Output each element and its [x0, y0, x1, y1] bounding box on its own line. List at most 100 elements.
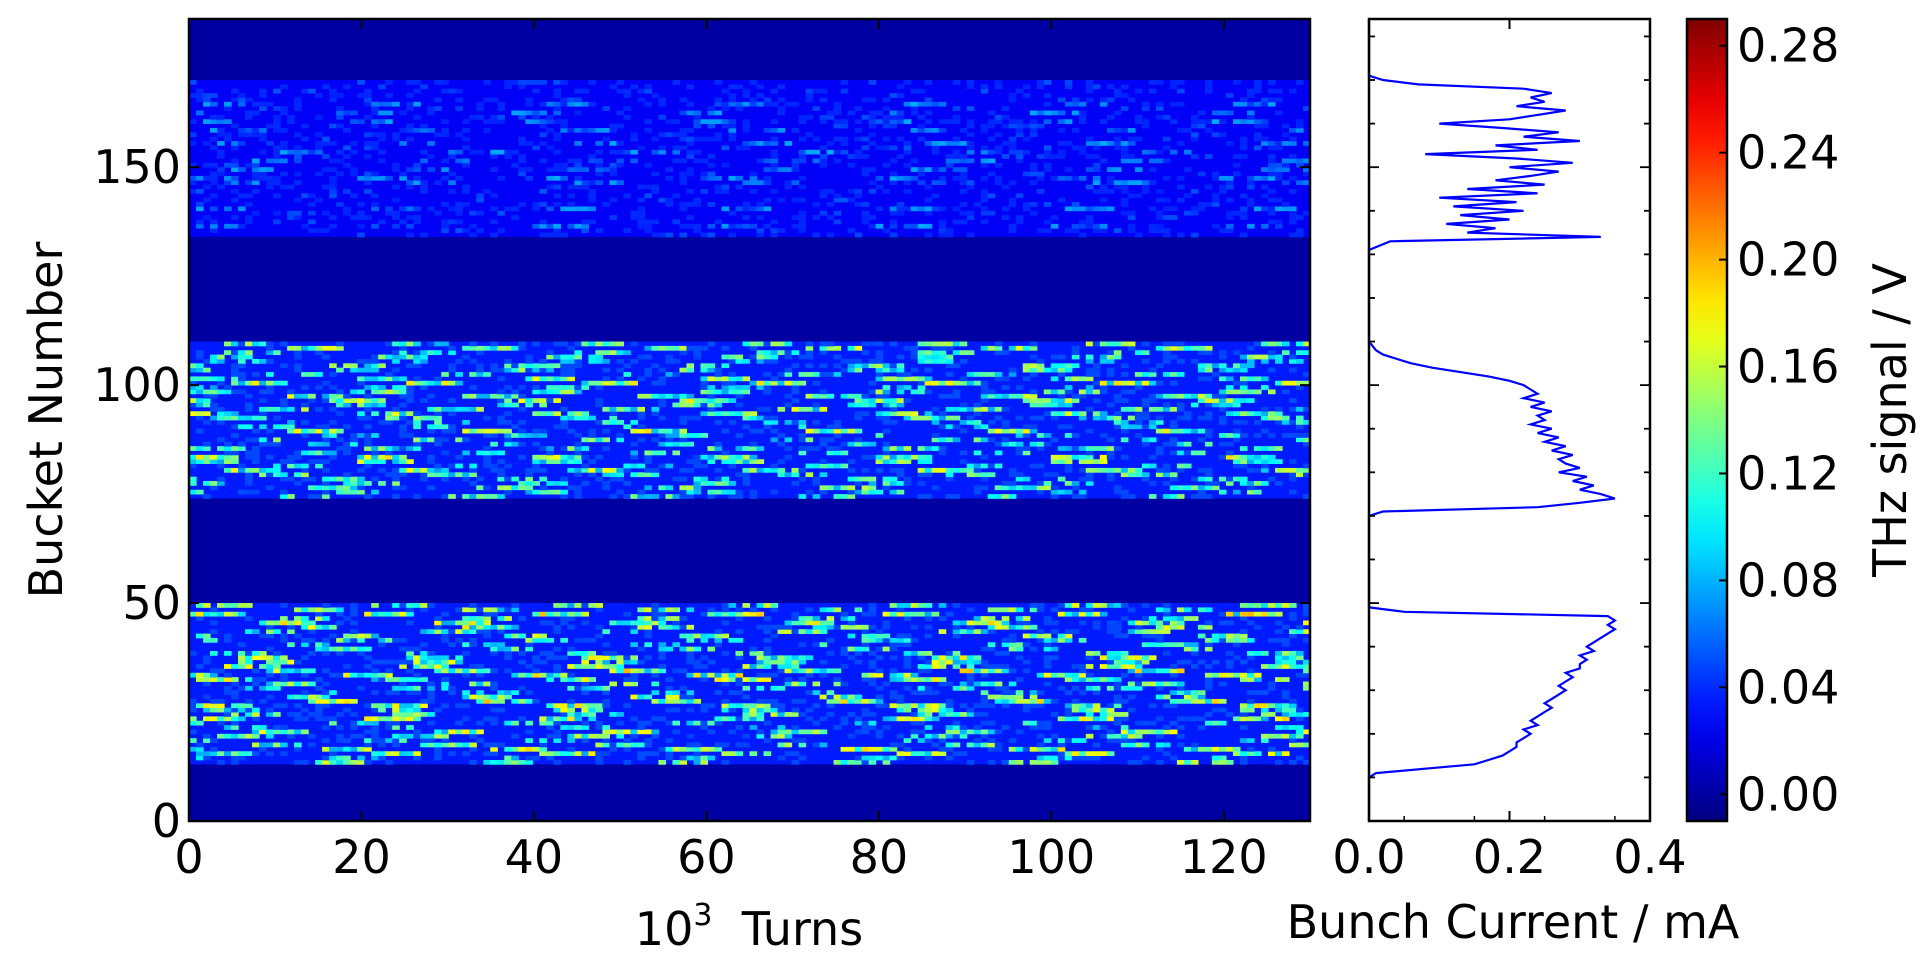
heatmap-cell	[1225, 476, 1234, 482]
heatmap-cell	[700, 389, 709, 395]
heatmap-cell	[868, 672, 877, 678]
heatmap-cell	[651, 603, 660, 608]
heatmap-cell	[266, 646, 274, 652]
heatmap-cell	[1190, 694, 1199, 700]
heatmap-cell	[196, 672, 204, 678]
heatmap-cell	[1225, 450, 1234, 456]
heatmap-cell	[1064, 712, 1073, 717]
heatmap-cell	[1232, 350, 1241, 356]
heatmap-cell	[406, 223, 414, 229]
heatmap-cell	[798, 372, 807, 377]
heatmap-cell	[511, 424, 519, 430]
heatmap-cell	[1106, 624, 1115, 630]
heatmap-cell	[231, 341, 239, 347]
heatmap-cell	[637, 729, 646, 735]
heatmap-cell	[329, 406, 337, 412]
heatmap-cell	[371, 354, 379, 360]
heatmap-cell	[476, 372, 484, 377]
heatmap-cell	[350, 733, 358, 739]
heatmap-cell	[959, 459, 968, 464]
heatmap-cell	[588, 433, 596, 438]
heatmap-cell	[399, 733, 407, 739]
heatmap-cell	[651, 232, 660, 238]
heatmap-cell	[406, 651, 414, 656]
heatmap-cell	[826, 437, 835, 443]
heatmap-cell	[637, 210, 646, 216]
heatmap-cell	[371, 690, 379, 695]
heatmap-cell	[413, 215, 421, 220]
heatmap-cell	[266, 712, 274, 717]
heatmap-cell	[1008, 202, 1017, 207]
heatmap-cell	[539, 651, 547, 656]
heatmap-cell	[847, 624, 856, 630]
heatmap-cell	[1211, 398, 1220, 403]
heatmap-cell	[336, 341, 344, 347]
heatmap-cell	[742, 206, 751, 212]
heatmap-cell	[1092, 372, 1101, 377]
heatmap-cell	[1141, 629, 1150, 634]
heatmap-cell	[308, 393, 316, 399]
heatmap-cell	[1155, 420, 1164, 425]
heatmap-cell	[1141, 603, 1150, 608]
heatmap-cell	[637, 616, 646, 621]
heatmap-cell	[630, 450, 638, 456]
heatmap-cell	[266, 694, 274, 700]
heatmap-cell	[686, 659, 695, 665]
heatmap-cell	[1022, 363, 1031, 369]
heatmap-cell	[756, 232, 765, 238]
heatmap-cell	[784, 681, 793, 687]
heatmap-cell	[329, 433, 337, 438]
heatmap-cell	[553, 611, 561, 617]
heatmap-cell	[546, 367, 554, 373]
heatmap-cell	[616, 437, 624, 443]
heatmap-cell	[322, 494, 330, 499]
heatmap-cell	[588, 188, 596, 194]
heatmap-cell	[406, 215, 414, 220]
heatmap-cell	[973, 729, 982, 735]
heatmap-cell	[1120, 725, 1129, 730]
heatmap-cell	[917, 459, 926, 464]
heatmap-cell	[973, 485, 982, 491]
heatmap-cell	[469, 759, 477, 765]
heatmap-cell	[1134, 193, 1143, 199]
heatmap-cell	[217, 406, 225, 412]
heatmap-cell	[1036, 228, 1045, 233]
heatmap-cell	[1036, 358, 1045, 364]
heatmap-cell	[805, 428, 814, 434]
heatmap-cell	[1253, 459, 1262, 464]
heatmap-cell	[931, 358, 940, 364]
heatmap-cell	[483, 611, 491, 617]
heatmap-cell	[315, 350, 323, 356]
heatmap-cell	[1015, 729, 1024, 735]
heatmap-cell	[1225, 746, 1234, 752]
heatmap-cell	[343, 759, 351, 765]
heatmap-cell	[343, 446, 351, 451]
heatmap-cell	[462, 472, 470, 478]
heatmap-cell	[322, 703, 330, 709]
heatmap-cell	[1162, 481, 1171, 486]
heatmap-cell	[1036, 690, 1045, 695]
heatmap-cell	[770, 489, 779, 495]
heatmap-cell	[427, 733, 435, 739]
heatmap-cell	[700, 759, 709, 765]
heatmap-cell	[756, 228, 765, 233]
heatmap-cell	[602, 446, 610, 451]
heatmap-cell	[280, 668, 288, 674]
heatmap-cell	[721, 742, 730, 748]
heatmap-cell	[1274, 197, 1283, 203]
heatmap-cell	[826, 188, 835, 194]
heatmap-cell	[1127, 664, 1136, 669]
heatmap-cell	[1120, 616, 1129, 621]
heatmap-cell	[1281, 694, 1290, 700]
heatmap-cell	[1029, 633, 1038, 639]
heatmap-cell	[616, 742, 624, 748]
heatmap-cell	[931, 733, 940, 739]
heatmap-cell	[581, 733, 589, 739]
heatmap-cell	[574, 206, 582, 212]
heatmap-cell	[1141, 350, 1150, 356]
heatmap-cell	[658, 698, 667, 704]
heatmap-cell	[889, 672, 898, 678]
heatmap-cell	[336, 672, 344, 678]
heatmap-cell	[399, 751, 407, 757]
heatmap-cell	[938, 206, 947, 212]
